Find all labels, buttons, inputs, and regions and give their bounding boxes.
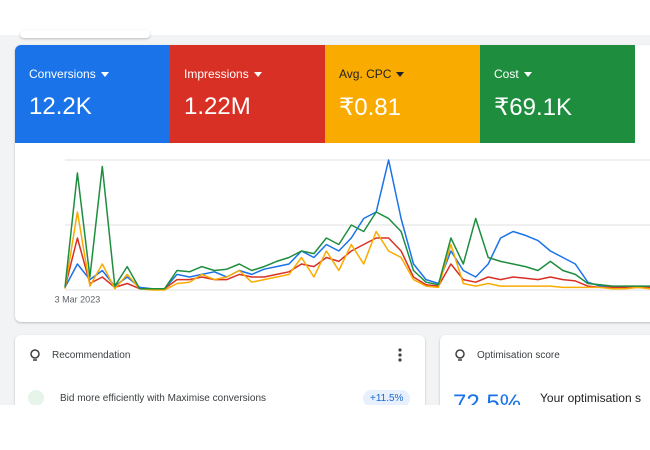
- bulb-icon: [455, 349, 465, 361]
- metric-name: Impressions: [184, 67, 262, 81]
- metric-tile[interactable]: Conversions 12.2K: [15, 45, 170, 143]
- x-tick-label: 3 Mar 2023: [55, 294, 101, 304]
- more-menu[interactable]: [397, 347, 403, 363]
- series-line: [64, 165, 650, 290]
- metric-tile[interactable]: Avg. CPC ₹0.81: [325, 45, 480, 143]
- recommendation-item[interactable]: Bid more efficiently with Maximise conve…: [60, 393, 267, 404]
- top-card: [20, 30, 150, 38]
- recommendation-card: Recommendation Bid more efficiently with…: [15, 335, 425, 415]
- rec-icon: [28, 390, 44, 406]
- uplift-badge: +11.5%: [363, 390, 411, 407]
- dropdown-caret[interactable]: [100, 72, 109, 78]
- metric-tile[interactable]: Cost ₹69.1K: [480, 45, 635, 143]
- optimisation-text: Your optimisation s: [540, 391, 641, 405]
- dropdown-caret[interactable]: [396, 72, 405, 78]
- metric-name: Avg. CPC: [339, 67, 405, 81]
- series-line: [64, 211, 650, 291]
- optimisation-card: Optimisation score 72.5% Your optimisati…: [440, 335, 650, 417]
- metric-value: ₹0.81: [339, 94, 401, 121]
- card-title: Recommendation: [52, 350, 131, 361]
- metric-tile[interactable]: Impressions 1.22M: [170, 45, 325, 143]
- dropdown-caret[interactable]: [523, 72, 532, 78]
- metric-name: Cost: [494, 67, 532, 81]
- metric-value: 1.22M: [184, 93, 251, 120]
- bulb-icon: [30, 349, 40, 361]
- metric-value: ₹69.1K: [494, 94, 572, 121]
- card-title: Optimisation score: [477, 350, 560, 361]
- series-line: [64, 237, 650, 290]
- metric-value: 12.2K: [29, 93, 92, 120]
- metric-name: Conversions: [29, 67, 109, 81]
- dropdown-caret[interactable]: [253, 72, 262, 78]
- bottom-cover: [0, 405, 650, 450]
